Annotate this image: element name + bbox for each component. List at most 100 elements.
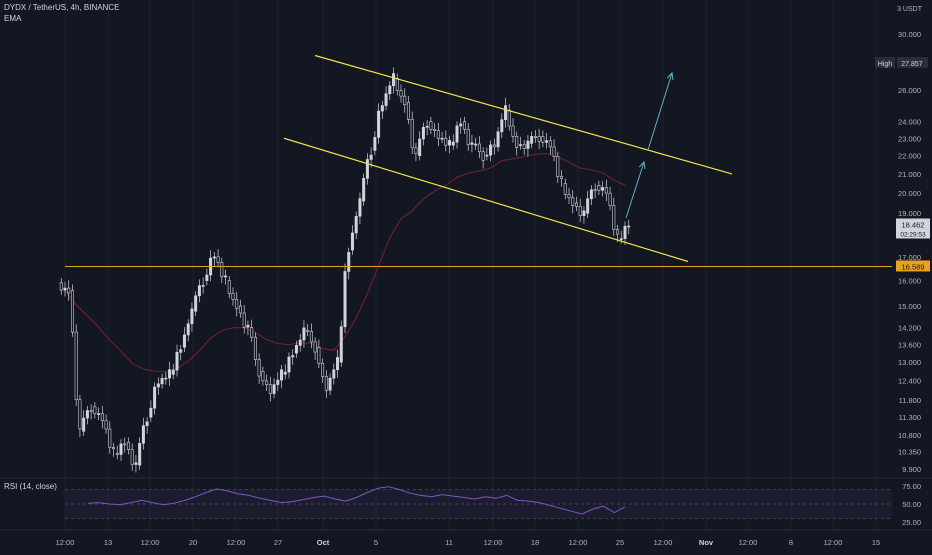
candle-body (384, 93, 388, 106)
time-tick-label: 27 (274, 538, 282, 547)
candle-body (612, 205, 616, 231)
projection-arrow-far (647, 72, 673, 151)
price-tick-label: 20.000 (898, 189, 921, 198)
candle-body (365, 159, 369, 179)
candle-body (481, 151, 485, 161)
projection-arrow-near-head (638, 160, 646, 170)
price-tick-label: 10.800 (898, 431, 921, 440)
symbol-legend: DYDX / TetherUS, 4h, BINANCE (4, 3, 120, 12)
candle-body (317, 347, 321, 364)
candle-body (593, 189, 597, 192)
candle-body (410, 119, 414, 149)
candle-body (265, 380, 269, 385)
price-tick-label: 17.000 (898, 253, 921, 262)
candle-body (283, 371, 287, 375)
candle-body (444, 137, 448, 146)
candle-body (604, 187, 608, 194)
rsi-tick-label: 50.00 (902, 500, 921, 509)
current-price-tag-bg (896, 218, 930, 239)
candle-body (500, 119, 504, 133)
price-tick-label: 19.000 (898, 209, 921, 218)
candle-body (130, 449, 134, 465)
price-tick-label: 22.000 (898, 152, 921, 161)
high-tag-value: 27.857 (901, 61, 923, 68)
candle-body (533, 136, 537, 138)
candle-body (601, 187, 605, 191)
candle-body (552, 146, 556, 157)
candle-body (504, 105, 508, 121)
candle-body (313, 341, 317, 353)
candle-body (115, 453, 119, 455)
candle-body (227, 280, 231, 294)
candle-body (459, 123, 463, 127)
candle-body (399, 90, 403, 97)
candle-body (287, 356, 291, 373)
candle-body (440, 137, 444, 140)
candle-body (164, 377, 168, 380)
candle-body (126, 441, 130, 450)
candle-body (70, 290, 74, 333)
candle-body (205, 274, 209, 281)
candle-body (123, 443, 127, 446)
candle-body (392, 73, 396, 87)
time-tick-label: 12:00 (484, 538, 503, 547)
candle-body (571, 197, 575, 206)
high-tag-label-bg (875, 57, 895, 69)
candle-body (586, 198, 590, 214)
candle-body (608, 192, 612, 206)
time-tick-label: 13 (104, 538, 112, 547)
candle-body (619, 238, 623, 240)
bar-countdown: 02:29:53 (900, 231, 926, 238)
candle-body (231, 293, 235, 300)
candle-body (93, 406, 97, 414)
candle-body (347, 252, 351, 272)
candle-body (433, 129, 437, 131)
candle-body (377, 110, 381, 138)
candle-body (448, 140, 452, 146)
candle-body (171, 369, 175, 375)
candle-body (261, 370, 265, 382)
candle-body (253, 336, 257, 360)
candle-body (515, 136, 519, 148)
candle-body (414, 147, 418, 154)
rsi-tick-label: 25.00 (902, 518, 921, 527)
candle-body (235, 299, 239, 309)
candle-body (190, 308, 194, 325)
rsi-band (65, 489, 892, 519)
price-tick-label: 16.000 (898, 277, 921, 286)
candle-body (574, 202, 578, 207)
candle-body (373, 137, 377, 151)
candle-body (567, 194, 571, 199)
price-tick-label: 11.300 (899, 413, 921, 422)
candle-body (455, 125, 459, 143)
candle-body (197, 285, 201, 297)
candle-body (466, 128, 470, 145)
candle-body (100, 413, 104, 421)
candle-body (511, 125, 515, 137)
candle-body (522, 144, 526, 149)
price-tick-label: 23.000 (898, 134, 921, 143)
rsi-pane (0, 477, 932, 519)
candle-body (526, 140, 530, 149)
candle-body (216, 256, 220, 263)
candle-body (153, 386, 157, 409)
candle-body (298, 339, 302, 346)
high-tag-label: High (878, 61, 893, 68)
candle-body (138, 443, 142, 466)
price-tick-label: 14.200 (898, 323, 921, 332)
candle-body (97, 413, 101, 415)
candle-body (175, 352, 179, 371)
candle-body (343, 271, 347, 328)
candle-body (156, 383, 160, 388)
candle-body (388, 85, 392, 95)
candle-body (485, 154, 489, 157)
candle-body (560, 176, 564, 180)
candle-body (257, 359, 261, 377)
candle-body (242, 312, 246, 328)
time-tick-label: 12:00 (654, 538, 673, 547)
candle-body (332, 369, 336, 379)
candle-body (74, 331, 78, 400)
candle-body (220, 262, 224, 278)
